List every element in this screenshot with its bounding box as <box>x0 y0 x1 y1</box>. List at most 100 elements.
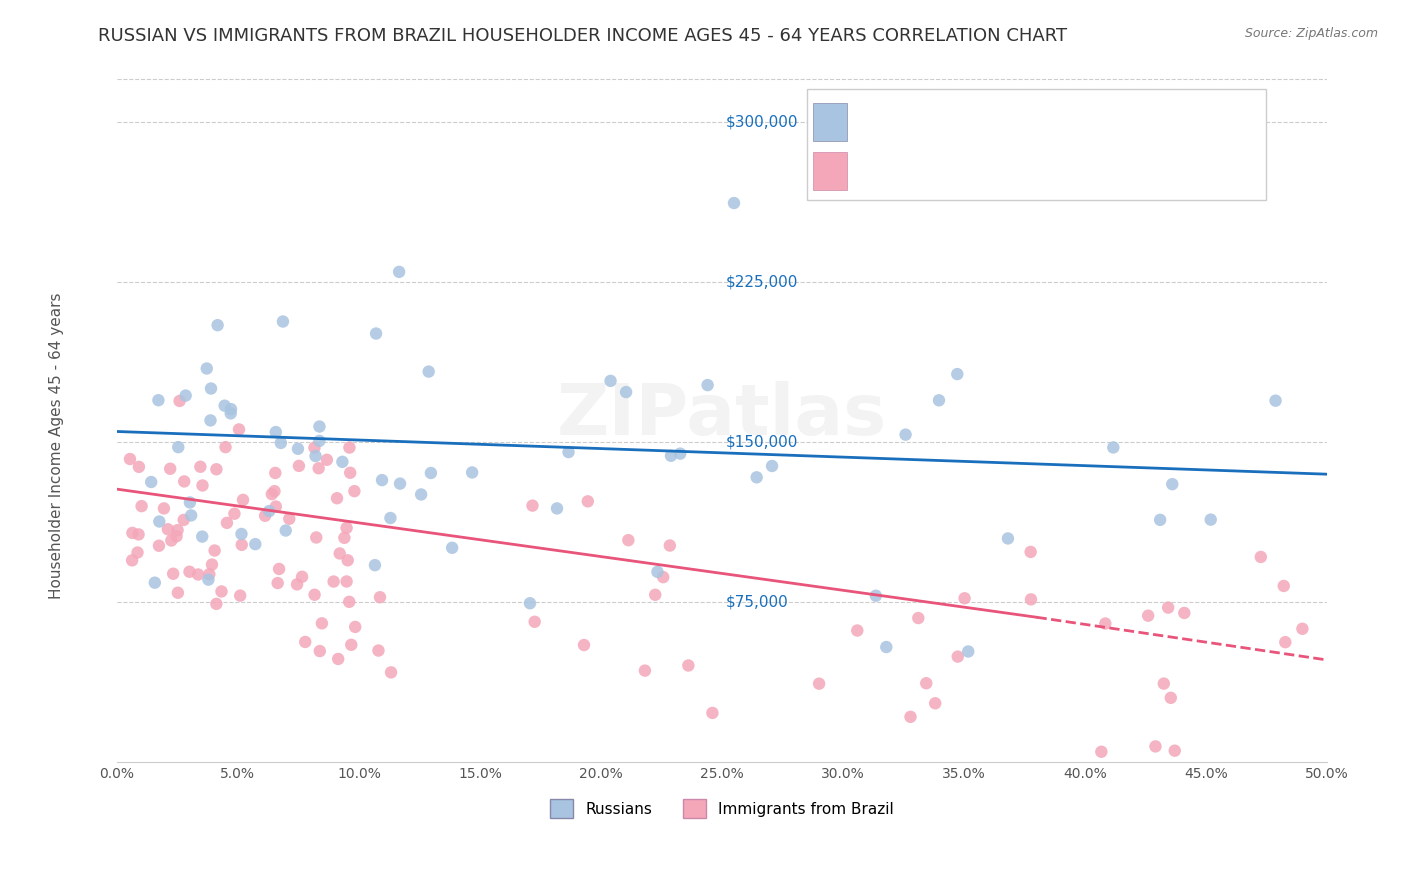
Point <box>200 382 222 396</box>
Point <box>148 393 170 408</box>
Point <box>1102 441 1125 455</box>
Point <box>332 455 354 469</box>
Point <box>128 459 150 474</box>
Point <box>128 527 150 541</box>
FancyBboxPatch shape <box>807 89 1267 201</box>
Point <box>808 676 831 690</box>
Point <box>1250 549 1272 564</box>
Point <box>1291 622 1313 636</box>
Point <box>308 419 330 434</box>
Point <box>418 365 440 379</box>
Point <box>557 445 579 459</box>
Point <box>198 567 221 582</box>
Point <box>1199 513 1222 527</box>
Point <box>257 504 280 518</box>
Point <box>308 461 330 475</box>
Point <box>328 652 350 666</box>
Point <box>339 441 361 455</box>
Point <box>174 388 197 402</box>
Point <box>669 447 692 461</box>
Point <box>228 422 250 436</box>
Point <box>1153 676 1175 690</box>
Point <box>191 478 214 492</box>
Point <box>411 487 433 501</box>
Point <box>696 378 718 392</box>
Point <box>337 595 360 609</box>
Text: Householder Income Ages 45 - 64 years: Householder Income Ages 45 - 64 years <box>49 293 63 599</box>
Point <box>336 553 359 567</box>
Point <box>419 466 441 480</box>
Point <box>335 521 357 535</box>
Text: $300,000: $300,000 <box>725 114 799 129</box>
Point <box>953 591 976 606</box>
Point <box>224 507 246 521</box>
Point <box>761 458 783 473</box>
Point <box>368 591 391 605</box>
Point <box>339 466 361 480</box>
Point <box>461 466 484 480</box>
Point <box>875 640 897 654</box>
Point <box>159 461 181 475</box>
Point <box>388 265 411 279</box>
Point <box>219 406 242 420</box>
Point <box>179 565 201 579</box>
Point <box>928 393 950 408</box>
Point <box>1274 635 1296 649</box>
Point <box>232 492 254 507</box>
Point <box>308 644 330 658</box>
Point <box>131 499 153 513</box>
Point <box>647 565 669 579</box>
Point <box>389 476 412 491</box>
Point <box>121 553 143 567</box>
Point <box>197 573 219 587</box>
Point <box>195 361 218 376</box>
Point <box>576 494 599 508</box>
Point <box>1173 606 1195 620</box>
Point <box>658 539 681 553</box>
Point <box>166 523 188 537</box>
Point <box>997 532 1019 546</box>
Point <box>723 196 745 211</box>
Text: R = -0.094   N =  63: R = -0.094 N = 63 <box>831 108 998 126</box>
Point <box>245 537 267 551</box>
Point <box>311 616 333 631</box>
Point <box>148 539 170 553</box>
Point <box>522 499 544 513</box>
Point <box>340 638 363 652</box>
Point <box>141 475 163 489</box>
Point <box>868 183 890 197</box>
Point <box>659 449 682 463</box>
Point <box>1144 739 1167 754</box>
Point <box>229 589 252 603</box>
Point <box>1264 393 1286 408</box>
Point <box>846 624 869 638</box>
Point <box>865 589 887 603</box>
Point <box>614 385 637 400</box>
Point <box>231 538 253 552</box>
Point <box>678 658 700 673</box>
Point <box>173 475 195 489</box>
Point <box>315 452 337 467</box>
Point <box>1161 477 1184 491</box>
Point <box>190 459 212 474</box>
Point <box>572 638 595 652</box>
Point <box>231 527 253 541</box>
Point <box>169 393 191 408</box>
Point <box>287 442 309 456</box>
Point <box>702 706 724 720</box>
Point <box>153 501 176 516</box>
Point <box>254 508 277 523</box>
Text: $150,000: $150,000 <box>725 434 799 450</box>
Point <box>322 574 344 589</box>
Point <box>204 543 226 558</box>
Point <box>267 576 290 591</box>
Point <box>441 541 464 555</box>
Point <box>127 545 149 559</box>
Point <box>291 570 314 584</box>
Point <box>329 546 352 560</box>
Point <box>219 402 242 417</box>
Point <box>167 586 190 600</box>
Point <box>278 512 301 526</box>
Point <box>260 487 283 501</box>
Point <box>1137 608 1160 623</box>
